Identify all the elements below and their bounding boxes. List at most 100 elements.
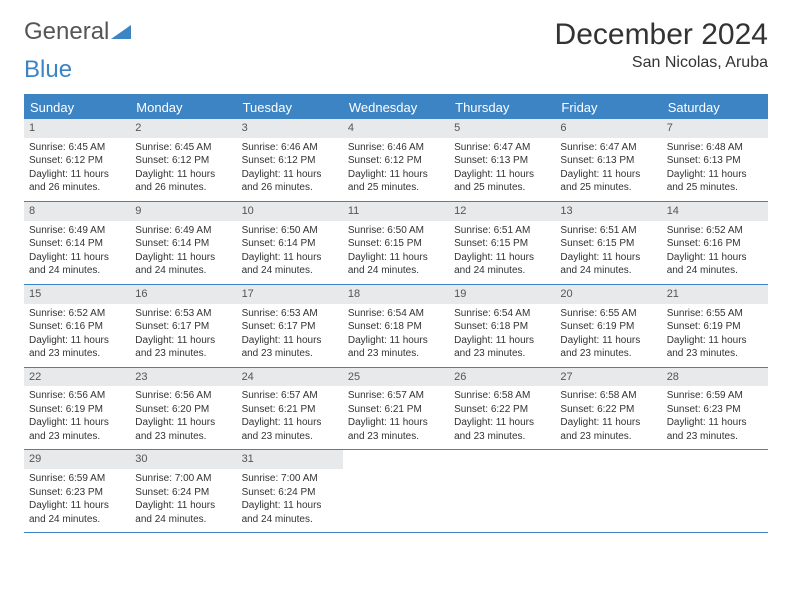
sunrise-line: Sunrise: 6:50 AM <box>348 224 444 238</box>
sunrise-line: Sunrise: 6:51 AM <box>560 224 656 238</box>
day-cell: 10Sunrise: 6:50 AMSunset: 6:14 PMDayligh… <box>237 202 343 284</box>
day-body: Sunrise: 6:45 AMSunset: 6:12 PMDaylight:… <box>130 138 236 201</box>
daylight-line: Daylight: 11 hours and 23 minutes. <box>560 334 656 361</box>
daylight-line: Daylight: 11 hours and 23 minutes. <box>454 416 550 443</box>
day-body: Sunrise: 6:54 AMSunset: 6:18 PMDaylight:… <box>449 304 555 367</box>
sunrise-line: Sunrise: 6:47 AM <box>454 141 550 155</box>
daylight-line: Daylight: 11 hours and 23 minutes. <box>667 416 763 443</box>
daylight-line: Daylight: 11 hours and 24 minutes. <box>348 251 444 278</box>
day-number: 18 <box>343 285 449 304</box>
day-cell <box>343 450 449 532</box>
sunset-line: Sunset: 6:14 PM <box>242 237 338 251</box>
day-cell: 19Sunrise: 6:54 AMSunset: 6:18 PMDayligh… <box>449 285 555 367</box>
day-cell: 4Sunrise: 6:46 AMSunset: 6:12 PMDaylight… <box>343 119 449 201</box>
logo-text-blue: Blue <box>24 56 768 84</box>
sunset-line: Sunset: 6:23 PM <box>667 403 763 417</box>
sunrise-line: Sunrise: 6:56 AM <box>29 389 125 403</box>
sunset-line: Sunset: 6:15 PM <box>454 237 550 251</box>
sunrise-line: Sunrise: 6:56 AM <box>135 389 231 403</box>
day-body: Sunrise: 6:57 AMSunset: 6:21 PMDaylight:… <box>237 386 343 449</box>
day-number: 22 <box>24 368 130 387</box>
daylight-line: Daylight: 11 hours and 26 minutes. <box>29 168 125 195</box>
sunset-line: Sunset: 6:22 PM <box>560 403 656 417</box>
sunrise-line: Sunrise: 6:50 AM <box>242 224 338 238</box>
day-number: 5 <box>449 119 555 138</box>
daylight-line: Daylight: 11 hours and 23 minutes. <box>348 416 444 443</box>
day-body: Sunrise: 6:49 AMSunset: 6:14 PMDaylight:… <box>24 221 130 284</box>
day-body: Sunrise: 6:51 AMSunset: 6:15 PMDaylight:… <box>555 221 661 284</box>
daylight-line: Daylight: 11 hours and 26 minutes. <box>135 168 231 195</box>
sunrise-line: Sunrise: 6:54 AM <box>348 307 444 321</box>
day-body: Sunrise: 6:53 AMSunset: 6:17 PMDaylight:… <box>130 304 236 367</box>
day-body: Sunrise: 6:47 AMSunset: 6:13 PMDaylight:… <box>555 138 661 201</box>
day-body: Sunrise: 6:49 AMSunset: 6:14 PMDaylight:… <box>130 221 236 284</box>
sunset-line: Sunset: 6:19 PM <box>667 320 763 334</box>
day-body: Sunrise: 6:56 AMSunset: 6:20 PMDaylight:… <box>130 386 236 449</box>
week-row: 22Sunrise: 6:56 AMSunset: 6:19 PMDayligh… <box>24 368 768 451</box>
sunset-line: Sunset: 6:13 PM <box>560 154 656 168</box>
day-body: Sunrise: 6:47 AMSunset: 6:13 PMDaylight:… <box>449 138 555 201</box>
day-body: Sunrise: 6:48 AMSunset: 6:13 PMDaylight:… <box>662 138 768 201</box>
day-body: Sunrise: 6:53 AMSunset: 6:17 PMDaylight:… <box>237 304 343 367</box>
dow-header-saturday: Saturday <box>662 96 768 119</box>
day-cell: 25Sunrise: 6:57 AMSunset: 6:21 PMDayligh… <box>343 368 449 450</box>
sunrise-line: Sunrise: 6:59 AM <box>29 472 125 486</box>
day-number: 9 <box>130 202 236 221</box>
sunset-line: Sunset: 6:20 PM <box>135 403 231 417</box>
daylight-line: Daylight: 11 hours and 24 minutes. <box>29 251 125 278</box>
dow-header-friday: Friday <box>555 96 661 119</box>
daylight-line: Daylight: 11 hours and 24 minutes. <box>242 499 338 526</box>
day-number: 27 <box>555 368 661 387</box>
day-body: Sunrise: 6:58 AMSunset: 6:22 PMDaylight:… <box>555 386 661 449</box>
daylight-line: Daylight: 11 hours and 24 minutes. <box>242 251 338 278</box>
logo-triangle-icon <box>111 23 133 41</box>
day-number: 4 <box>343 119 449 138</box>
week-row: 29Sunrise: 6:59 AMSunset: 6:23 PMDayligh… <box>24 450 768 533</box>
day-cell: 1Sunrise: 6:45 AMSunset: 6:12 PMDaylight… <box>24 119 130 201</box>
sunrise-line: Sunrise: 6:45 AM <box>29 141 125 155</box>
daylight-line: Daylight: 11 hours and 23 minutes. <box>560 416 656 443</box>
day-number: 20 <box>555 285 661 304</box>
sunrise-line: Sunrise: 6:49 AM <box>29 224 125 238</box>
sunset-line: Sunset: 6:12 PM <box>135 154 231 168</box>
day-cell: 18Sunrise: 6:54 AMSunset: 6:18 PMDayligh… <box>343 285 449 367</box>
sunrise-line: Sunrise: 6:51 AM <box>454 224 550 238</box>
sunrise-line: Sunrise: 7:00 AM <box>242 472 338 486</box>
day-number: 30 <box>130 450 236 469</box>
sunset-line: Sunset: 6:18 PM <box>348 320 444 334</box>
day-body: Sunrise: 6:56 AMSunset: 6:19 PMDaylight:… <box>24 386 130 449</box>
sunrise-line: Sunrise: 6:53 AM <box>135 307 231 321</box>
day-cell <box>555 450 661 532</box>
week-row: 8Sunrise: 6:49 AMSunset: 6:14 PMDaylight… <box>24 202 768 285</box>
day-cell: 30Sunrise: 7:00 AMSunset: 6:24 PMDayligh… <box>130 450 236 532</box>
day-number: 13 <box>555 202 661 221</box>
calendar: SundayMondayTuesdayWednesdayThursdayFrid… <box>24 94 768 533</box>
day-cell <box>662 450 768 532</box>
day-number: 28 <box>662 368 768 387</box>
daylight-line: Daylight: 11 hours and 23 minutes. <box>454 334 550 361</box>
day-body: Sunrise: 6:55 AMSunset: 6:19 PMDaylight:… <box>555 304 661 367</box>
sunset-line: Sunset: 6:23 PM <box>29 486 125 500</box>
sunset-line: Sunset: 6:17 PM <box>135 320 231 334</box>
sunset-line: Sunset: 6:18 PM <box>454 320 550 334</box>
day-body: Sunrise: 6:52 AMSunset: 6:16 PMDaylight:… <box>24 304 130 367</box>
day-body: Sunrise: 6:52 AMSunset: 6:16 PMDaylight:… <box>662 221 768 284</box>
day-cell: 3Sunrise: 6:46 AMSunset: 6:12 PMDaylight… <box>237 119 343 201</box>
sunset-line: Sunset: 6:13 PM <box>667 154 763 168</box>
sunrise-line: Sunrise: 7:00 AM <box>135 472 231 486</box>
daylight-line: Daylight: 11 hours and 24 minutes. <box>454 251 550 278</box>
day-body: Sunrise: 6:46 AMSunset: 6:12 PMDaylight:… <box>237 138 343 201</box>
daylight-line: Daylight: 11 hours and 23 minutes. <box>242 416 338 443</box>
day-cell: 12Sunrise: 6:51 AMSunset: 6:15 PMDayligh… <box>449 202 555 284</box>
sunrise-line: Sunrise: 6:57 AM <box>242 389 338 403</box>
sunset-line: Sunset: 6:15 PM <box>348 237 444 251</box>
sunset-line: Sunset: 6:16 PM <box>667 237 763 251</box>
sunrise-line: Sunrise: 6:48 AM <box>667 141 763 155</box>
day-cell: 27Sunrise: 6:58 AMSunset: 6:22 PMDayligh… <box>555 368 661 450</box>
dow-header-row: SundayMondayTuesdayWednesdayThursdayFrid… <box>24 96 768 119</box>
dow-header-wednesday: Wednesday <box>343 96 449 119</box>
day-cell <box>449 450 555 532</box>
day-cell: 21Sunrise: 6:55 AMSunset: 6:19 PMDayligh… <box>662 285 768 367</box>
sunrise-line: Sunrise: 6:47 AM <box>560 141 656 155</box>
sunrise-line: Sunrise: 6:55 AM <box>667 307 763 321</box>
